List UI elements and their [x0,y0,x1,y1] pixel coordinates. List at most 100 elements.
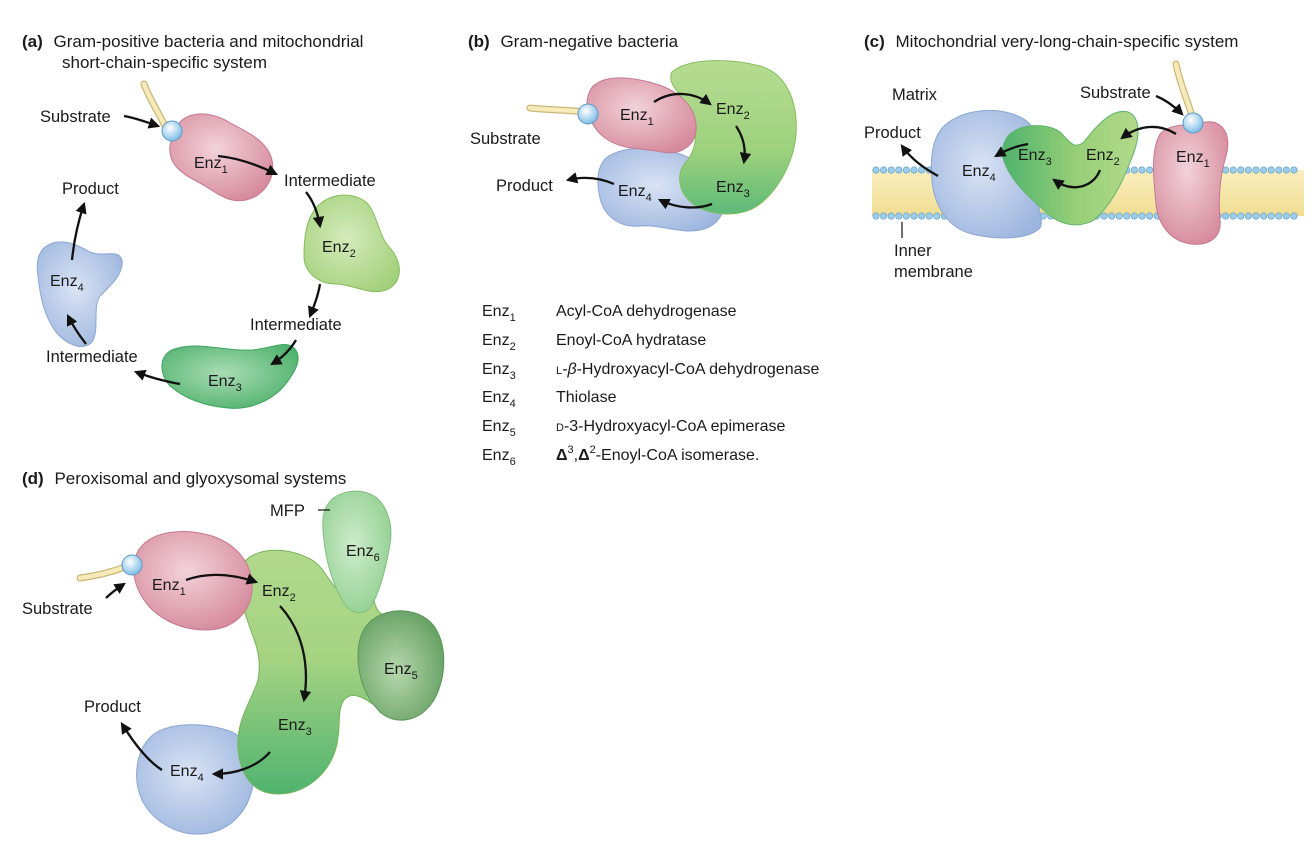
legend-row-4-name: Thiolase [556,389,617,406]
panel-b-substrate-ball [577,103,599,125]
panel-c-enz2-label: Enz2 [1086,147,1120,168]
panel-d-arrow-enz4-to-product [120,722,163,771]
panel-c-substrate-label: Substrate [1080,84,1151,102]
panel-c-product-label: Product [864,124,921,142]
arrow-intermediate-to-enz3 [270,339,297,366]
panel-c-matrix-label: Matrix [892,86,938,104]
panel-d-enz5-shape [357,610,445,721]
panel-d-arrow-enz2-to-enz3 [279,605,312,703]
enz4-shape [36,241,123,347]
membrane-head-group [1260,166,1268,174]
panel-b-letter: (b) [468,32,490,51]
membrane-head-group [1290,166,1298,174]
membrane-head-group [1237,166,1245,174]
panel-b-arrow-enz1-to-enz2 [653,92,712,106]
panel-a-intermediate-3: Intermediate [46,348,138,366]
enz3-shape [161,344,299,409]
panel-c-arrow-substrate-to-enz1 [1155,94,1184,116]
panel-a-product-label: Product [62,180,119,198]
panel-c-enz1-shape [1153,121,1229,245]
panel-a-enz4-label: Enz4 [50,273,84,294]
panel-a-intermediate-1: Intermediate [284,172,376,190]
panel-d-enz5-label: Enz5 [384,661,418,682]
panel-d-substrate-label: Substrate [22,600,93,618]
arrow-enz4-to-product [70,201,87,261]
enzyme-legend: Enz1 Acyl-CoA dehydrogenase Enz2 Enoyl-C… [482,303,819,468]
membrane-head-group [1252,166,1260,174]
legend-row-3-abbr: Enz3 [482,361,516,382]
panel-a-enz1-label: Enz1 [194,155,228,176]
panel-c-membrane-label-2: membrane [894,263,973,281]
membrane-head-group [1267,166,1275,174]
panel-d-arrow-substrate-to-enz1 [105,582,126,599]
membrane-head-group [1108,212,1116,220]
panel-c-arrow-enz3-to-enz4 [994,142,1029,158]
legend-row-5-abbr: Enz5 [482,418,516,439]
enz2-shape [303,194,400,293]
panel-d-enz1-label: Enz1 [152,577,186,598]
membrane-head-group [1260,212,1268,220]
panel-c-arrow-enz1-to-enz2 [1120,125,1177,140]
membrane-head-group [895,166,903,174]
panel-b-title: (b) Gram-negative bacteria [468,32,679,51]
panel-b-product-label: Product [496,177,553,195]
panel-d-arrow-enz1-to-enz2 [185,573,259,585]
panel-c-letter: (c) [864,32,885,51]
membrane-head-group [925,212,933,220]
membrane-head-group [1244,212,1252,220]
panel-d-substrate-ball [121,554,143,576]
legend-row-4-abbr: Enz4 [482,389,516,410]
panel-d-product-label: Product [84,698,141,716]
panel-b: (b) Gram-negative bacteria Substrate Enz… [468,32,797,232]
panel-b-enz3-label: Enz3 [716,179,750,200]
membrane-head-group [1244,166,1252,174]
panel-d-enz1-shape [133,531,253,631]
panel-d-mfp-label: MFP [270,502,305,520]
panel-d-letter: (d) [22,469,44,488]
membrane-head-group [872,166,880,174]
arrow-substrate-to-enz1 [123,114,161,129]
membrane-head-group [872,212,880,220]
panel-b-arrow-enz3-to-enz4 [657,198,713,210]
panel-c-enz3-enz2-shape [1001,110,1139,226]
membrane-head-group [1282,166,1290,174]
membrane-head-group [1290,212,1298,220]
membrane-head-group [1146,166,1154,174]
panel-c-enz3-label: Enz3 [1018,147,1052,168]
panel-a-title: (a) Gram-positive bacteria and mitochond… [22,32,363,51]
membrane-head-group [1229,166,1237,174]
panel-c-enz4-label: Enz4 [962,163,996,184]
panel-b-arrow-enz2-to-enz3 [735,125,752,165]
panel-b-arrow-enz4-to-product [565,172,615,186]
panel-b-enz1-label: Enz1 [620,107,654,128]
membrane-head-group [910,212,918,220]
panel-d: (d) Peroxisomal and glyoxysomal systems … [22,469,445,835]
panel-c-membrane-label-1: Inner [894,242,932,260]
panel-a-title-line2: short-chain-specific system [62,53,267,72]
panel-c-arrow-enz4-to-product [900,144,939,177]
membrane-head-group [880,166,888,174]
arrow-intermediate-to-enz2 [305,191,325,229]
membrane-head-group [910,166,918,174]
legend-row-6-name: Δ3,Δ2-Enoyl-CoA isomerase. [556,444,759,464]
legend-row-3-name: L-β-Hydroxyacyl-CoA dehydrogenase [556,361,819,378]
panel-a-substrate-label: Substrate [40,108,111,126]
panel-d-enz4-shape [136,724,254,835]
membrane-head-group [1267,212,1275,220]
legend-row-2-name: Enoyl-CoA hydratase [556,332,706,349]
arrow-enz3-to-intermediate [133,369,181,386]
legend-row-1-name: Acyl-CoA dehydrogenase [556,303,737,320]
panel-c-title: (c) Mitochondrial very-long-chain-specif… [864,32,1238,51]
arrow-enz1-to-intermediate [217,154,279,176]
membrane-head-group [887,212,895,220]
membrane-head-group [1123,212,1131,220]
panel-b-enz2-label: Enz2 [716,101,750,122]
panel-a-letter: (a) [22,32,43,51]
panel-a-intermediate-2: Intermediate [250,316,342,334]
panel-d-title: (d) Peroxisomal and glyoxysomal systems [22,469,346,488]
panel-a-enz2-label: Enz2 [322,239,356,260]
panel-d-enz2-label: Enz2 [262,583,296,604]
panel-b-enz4-label: Enz4 [618,183,652,204]
membrane-head-group [1138,166,1146,174]
